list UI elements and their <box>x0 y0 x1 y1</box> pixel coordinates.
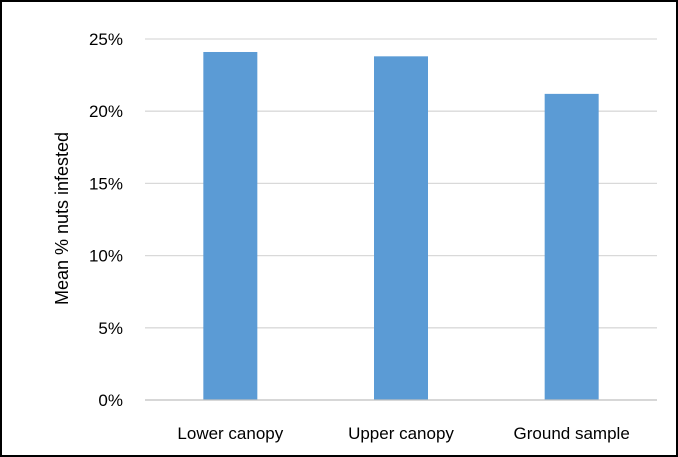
bar-ground-sample <box>544 93 599 400</box>
bar-lower-canopy <box>203 51 258 400</box>
x-category-label: Ground sample <box>514 424 630 443</box>
y-tick-label: 0% <box>98 391 123 410</box>
x-category-label: Lower canopy <box>177 424 283 443</box>
y-tick-label: 10% <box>89 247 123 266</box>
bar-upper-canopy <box>374 56 428 400</box>
bars <box>203 51 599 400</box>
y-tick-label: 25% <box>89 30 123 49</box>
labels: 0% 5% 10% 15% 20% 25% Lower canopy Upper canopy… <box>89 30 630 443</box>
y-axis-title: Mean % nuts infested <box>52 132 72 305</box>
y-tick-label: 20% <box>89 102 123 121</box>
y-tick-label: 5% <box>98 319 123 338</box>
y-tick-label: 15% <box>89 174 123 193</box>
x-category-label: Upper canopy <box>348 424 454 443</box>
